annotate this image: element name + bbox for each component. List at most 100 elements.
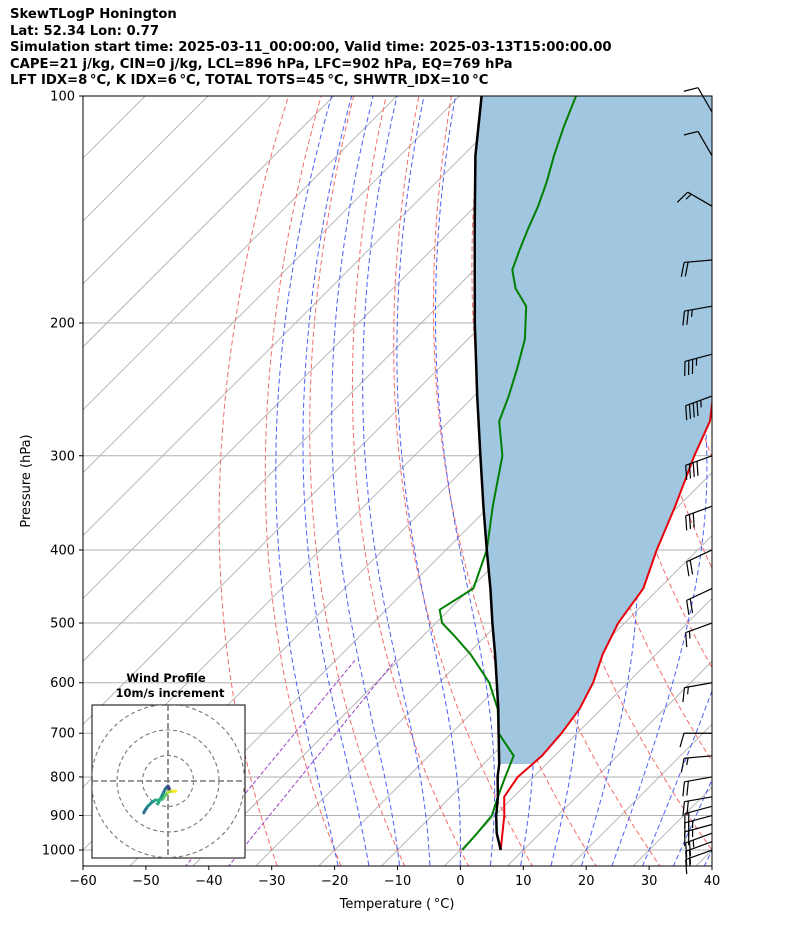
hodograph-subtitle: 10m/s increment: [116, 686, 225, 700]
barb-shaft: [687, 191, 713, 207]
barb-shaft: [684, 805, 713, 815]
simulation-times: Simulation start time: 2025-03-11_00:00:…: [10, 40, 612, 56]
dry-adiabat: [742, 62, 794, 882]
isotherm: [83, 96, 272, 285]
barb-feather: [688, 849, 692, 865]
wind-barb: [683, 130, 713, 157]
moist-adiabat: [672, 778, 712, 866]
wind-barbs: [676, 87, 713, 875]
hodograph-title: Wind Profile: [126, 671, 206, 685]
barb-feather: [686, 561, 690, 577]
barb-shaft: [686, 549, 713, 563]
barb-feather: [682, 687, 686, 703]
barb-shaft: [684, 353, 713, 363]
x-tick-label: 20: [578, 874, 595, 889]
moist-adiabat: [435, 96, 496, 866]
mixing-ratio-line: [228, 659, 396, 866]
barb-feather: [685, 405, 688, 421]
barb-feather: [686, 781, 689, 796]
barb-feather: [692, 513, 695, 528]
barb-feather: [689, 560, 694, 575]
x-tick-label: −50: [132, 874, 159, 889]
barb-feather: [685, 851, 688, 866]
isotherm: [83, 96, 209, 222]
isotherm: [744, 61, 794, 881]
x-tick-label: −30: [258, 874, 285, 889]
wind-barb: [685, 622, 713, 648]
stability-params-1: CAPE=21 j/kg, CIN=0 j/kg, LCL=896 hPa, L…: [10, 56, 513, 72]
x-tick-label: −20: [321, 874, 348, 889]
y-tick-label: 900: [50, 809, 75, 824]
barb-feather: [682, 801, 686, 817]
barb-feather: [685, 465, 688, 480]
wind-barb: [684, 353, 713, 377]
y-tick-label: 200: [50, 316, 75, 331]
barb-shaft: [684, 259, 713, 264]
barb-feather: [688, 404, 692, 419]
barb-half-feather: [688, 631, 691, 639]
dry-adiabat: [264, 96, 342, 866]
barb-feather: [688, 514, 692, 530]
dry-adiabat: [351, 96, 470, 866]
barb-feather: [676, 191, 689, 203]
barb-shaft: [684, 755, 713, 759]
wind-barb: [680, 259, 713, 277]
barb-shaft: [685, 622, 713, 634]
cape-area: [474, 96, 712, 764]
y-axis-label: Pressure (hPa): [19, 434, 34, 527]
barb-feather: [689, 598, 694, 614]
barb-half-feather: [687, 686, 689, 695]
barb-feather: [686, 800, 689, 816]
barb-half-feather: [700, 400, 702, 408]
barb-shaft: [684, 776, 713, 783]
barb-shaft: [684, 814, 713, 824]
moist-adiabat: [275, 96, 339, 866]
isotherm: [317, 471, 712, 866]
x-tick-label: 40: [704, 874, 721, 889]
y-tick-label: 400: [50, 543, 75, 558]
isotherm: [83, 96, 524, 537]
barb-shaft: [684, 796, 713, 803]
barb-feather: [682, 781, 686, 797]
y-tick-label: 500: [50, 617, 75, 632]
dry-adiabat: [393, 96, 533, 866]
barb-feather: [692, 462, 695, 478]
moist-adiabat: [362, 96, 431, 866]
hodograph-segment: [156, 797, 162, 806]
x-tick-label: −10: [384, 874, 411, 889]
barb-half-feather: [690, 309, 693, 317]
barb-feather: [680, 262, 685, 277]
wind-barb: [682, 682, 713, 703]
lat-lon: Lat: 52.34 Lon: 0.77: [10, 23, 160, 39]
y-tick-label: 700: [50, 727, 75, 742]
isotherm: [83, 96, 398, 411]
x-tick-label: −40: [195, 874, 222, 889]
barb-feather: [688, 463, 692, 479]
barb-feather: [696, 401, 699, 417]
wind-barb: [684, 805, 713, 829]
barb-shaft: [685, 505, 713, 517]
temperature-line: [499, 396, 712, 851]
wind-barb: [683, 87, 713, 113]
barb-feather: [679, 733, 685, 748]
wind-barb: [685, 395, 713, 421]
barb-feather: [685, 842, 688, 858]
barb-shaft: [686, 587, 713, 601]
x-tick-label: 30: [641, 874, 658, 889]
y-tick-label: 600: [50, 676, 75, 691]
wind-barb: [686, 549, 713, 577]
barb-shaft: [685, 455, 713, 466]
isotherm: [506, 660, 712, 866]
parcel-line: [473, 96, 502, 851]
x-tick-label: 0: [456, 874, 464, 889]
barb-feather: [696, 461, 699, 476]
hodograph: Wind Profile 10m/s increment: [91, 671, 246, 859]
barb-feather: [692, 402, 695, 418]
barb-shaft: [684, 682, 713, 689]
barb-shaft: [697, 87, 713, 113]
dry-adiabat: [309, 96, 406, 866]
moist-adiabat: [302, 96, 370, 866]
dry-adiabat: [711, 96, 712, 104]
x-tick-label: −60: [69, 874, 96, 889]
